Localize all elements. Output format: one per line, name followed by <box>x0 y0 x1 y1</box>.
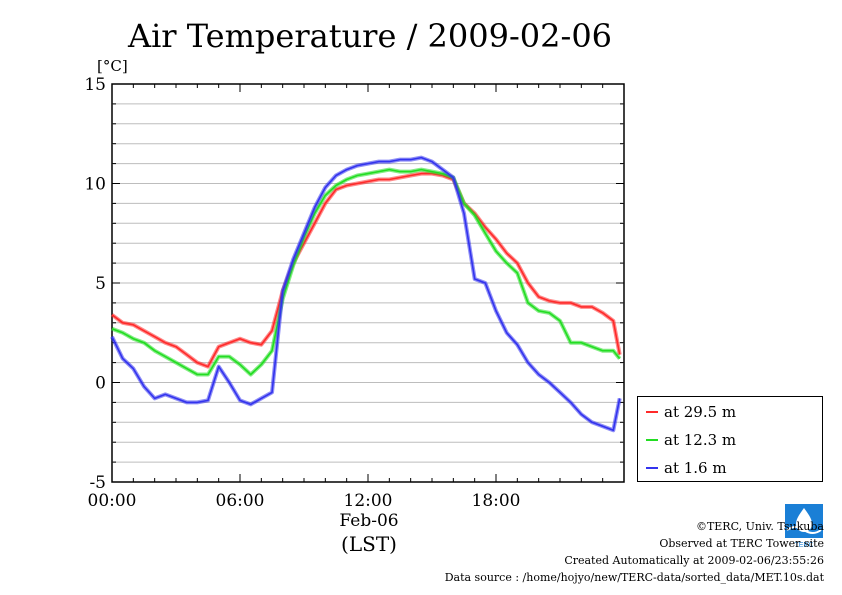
legend-item: at 12.3 m <box>646 431 736 449</box>
terc-logo-text: TERC <box>794 542 813 549</box>
series-line-band <box>110 155 622 433</box>
legend-item: at 1.6 m <box>646 459 727 477</box>
x-tick-label: 06:00 <box>216 491 265 511</box>
copyright-text: ©TERC, Univ. Tsukuba <box>695 520 824 533</box>
legend-swatch <box>646 439 658 441</box>
created-text: Created Automatically at 2009-02-06/23:5… <box>564 554 824 567</box>
legend-label: at 12.3 m <box>664 431 737 449</box>
series-line <box>111 172 621 368</box>
observed-text: Observed at TERC Tower site <box>659 537 824 550</box>
legend-swatch <box>646 467 658 469</box>
series-line-band <box>111 167 622 377</box>
y-tick-labels: 15 10 5 0 -5 <box>84 75 106 493</box>
x-tick-label: 12:00 <box>344 491 393 511</box>
y-tick-label: -5 <box>89 473 106 493</box>
series-lines <box>110 155 622 433</box>
x-axis-label: Feb-06 <box>339 511 398 531</box>
x-tick-label: 00:00 <box>88 491 137 511</box>
terc-logo: TERC <box>785 504 823 549</box>
y-tick-label: 0 <box>95 374 106 394</box>
chart-legend: at 29.5 m at 12.3 m at 1.6 m <box>637 396 823 482</box>
legend-item: at 29.5 m <box>646 403 736 421</box>
y-tick-label: 15 <box>84 75 106 95</box>
y-axis-label: [°C] <box>97 57 128 75</box>
series-line <box>111 156 621 432</box>
legend-label: at 1.6 m <box>664 459 727 477</box>
footer-info: ©TERC, Univ. Tsukuba Observed at TERC To… <box>445 518 824 586</box>
series-line <box>111 168 621 376</box>
x-tick-labels: 00:00 06:00 12:00 18:00 <box>88 491 521 511</box>
chart-title: Air Temperature / 2009-02-06 <box>127 17 612 55</box>
x-tick-label: 18:00 <box>472 491 521 511</box>
y-tick-label: 5 <box>95 274 106 294</box>
y-tick-label: 10 <box>84 175 106 195</box>
legend-label: at 29.5 m <box>664 403 737 421</box>
legend-swatch <box>646 411 658 413</box>
series-line-band <box>110 171 622 369</box>
grid-lines <box>112 103 624 463</box>
x-axis-label-lst: (LST) <box>341 532 397 556</box>
source-text: Data source : /home/hojyo/new/TERC-data/… <box>444 571 824 584</box>
axis-ticks <box>111 83 625 483</box>
